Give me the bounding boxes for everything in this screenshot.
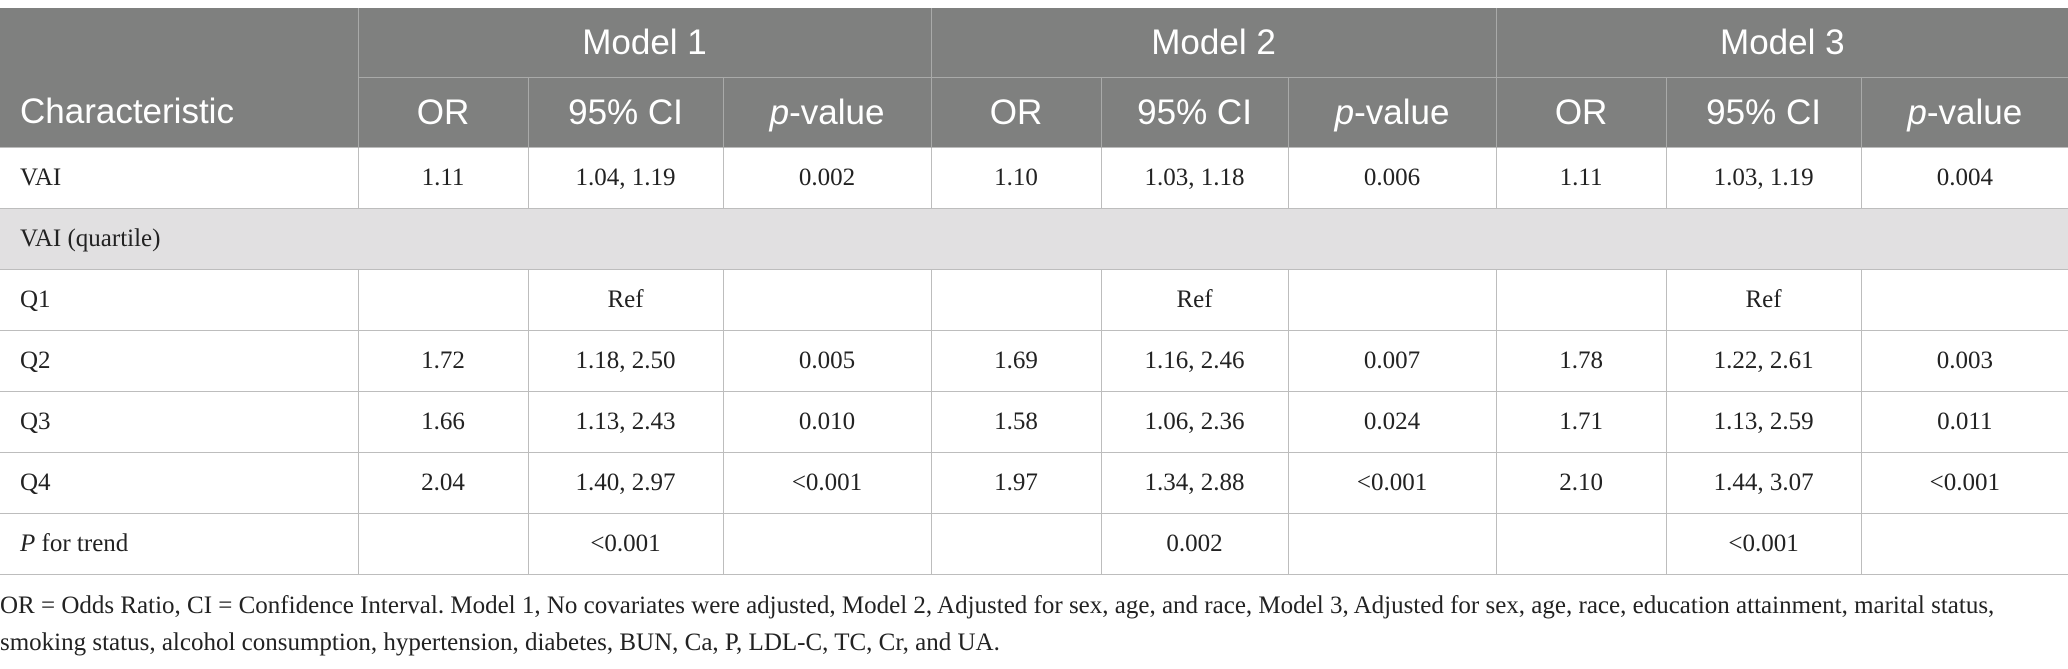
row-label: Q2 bbox=[0, 330, 359, 392]
cell-p bbox=[1860, 269, 2068, 331]
cell-p: <0.001 bbox=[1860, 452, 2068, 514]
odds-ratio-table: Model 1 Model 2 Model 3 Characteristic O… bbox=[0, 8, 2068, 575]
cell-or bbox=[930, 513, 1102, 575]
header-p-value: p-value bbox=[722, 77, 932, 148]
table-row-q4: Q4 2.04 1.40, 2.97 <0.001 1.97 1.34, 2.8… bbox=[0, 452, 2068, 514]
row-label: Q3 bbox=[0, 391, 359, 453]
header-ci: 95% CI bbox=[1665, 77, 1862, 148]
cell-trend: <0.001 bbox=[527, 513, 724, 575]
row-label: Q4 bbox=[0, 452, 359, 514]
cell-or: 1.71 bbox=[1495, 391, 1667, 453]
cell-trend: 0.002 bbox=[1100, 513, 1289, 575]
cell-or: 2.04 bbox=[357, 452, 529, 514]
cell-p bbox=[722, 269, 932, 331]
table-row-q1: Q1 Ref Ref Ref bbox=[0, 269, 2068, 331]
cell-or: 1.72 bbox=[357, 330, 529, 392]
table-row-trend: P for trend <0.001 0.002 <0.001 bbox=[0, 513, 2068, 575]
table-row-vai: VAI 1.11 1.04, 1.19 0.002 1.10 1.03, 1.1… bbox=[0, 147, 2068, 209]
cell-or bbox=[1495, 513, 1667, 575]
cell-p bbox=[1287, 269, 1497, 331]
cell-p: 0.011 bbox=[1860, 391, 2068, 453]
results-table-container: Model 1 Model 2 Model 3 Characteristic O… bbox=[0, 8, 2068, 575]
cell-or bbox=[357, 513, 529, 575]
header-p-value: p-value bbox=[1287, 77, 1497, 148]
cell-ci: 1.03, 1.18 bbox=[1100, 147, 1289, 209]
cell-p: 0.005 bbox=[722, 330, 932, 392]
cell-or: 1.58 bbox=[930, 391, 1102, 453]
header-ci: 95% CI bbox=[527, 77, 723, 148]
cell-ci: 1.13, 2.59 bbox=[1665, 391, 1862, 453]
cell-or bbox=[357, 269, 529, 331]
header-or: OR bbox=[930, 77, 1102, 148]
header-row-columns: Characteristic OR 95% CI p-value OR 95% … bbox=[0, 77, 2068, 148]
cell-or bbox=[930, 269, 1102, 331]
cell-ci: 1.13, 2.43 bbox=[527, 391, 724, 453]
cell-p: <0.001 bbox=[1287, 452, 1497, 514]
cell-ref: Ref bbox=[527, 269, 724, 331]
cell-p: 0.007 bbox=[1287, 330, 1497, 392]
cell-ref: Ref bbox=[1665, 269, 1862, 331]
cell-trend: <0.001 bbox=[1665, 513, 1862, 575]
cell-p: <0.001 bbox=[722, 452, 932, 514]
row-label: P for trend bbox=[0, 513, 359, 575]
cell-or: 1.10 bbox=[930, 147, 1102, 209]
cell-or: 1.78 bbox=[1495, 330, 1667, 392]
cell-or: 1.97 bbox=[930, 452, 1102, 514]
table-row-q3: Q3 1.66 1.13, 2.43 0.010 1.58 1.06, 2.36… bbox=[0, 391, 2068, 453]
header-row-models: Model 1 Model 2 Model 3 bbox=[0, 8, 2068, 78]
section-row-quartile: VAI (quartile) bbox=[0, 208, 2068, 270]
cell-p bbox=[722, 513, 932, 575]
cell-ci: 1.16, 2.46 bbox=[1100, 330, 1289, 392]
header-ci: 95% CI bbox=[1100, 77, 1289, 148]
cell-ref: Ref bbox=[1100, 269, 1289, 331]
cell-or: 1.69 bbox=[930, 330, 1102, 392]
row-label: VAI bbox=[0, 147, 359, 209]
cell-p: 0.003 bbox=[1860, 330, 2068, 392]
header-or: OR bbox=[357, 77, 528, 148]
cell-p: 0.024 bbox=[1287, 391, 1497, 453]
cell-p: 0.004 bbox=[1860, 147, 2068, 209]
row-label: Q1 bbox=[0, 269, 359, 331]
cell-or bbox=[1495, 269, 1667, 331]
table-footnote: OR = Odds Ratio, CI = Confidence Interva… bbox=[0, 592, 1995, 656]
cell-or: 2.10 bbox=[1495, 452, 1667, 514]
header-p-value: p-value bbox=[1860, 77, 2068, 148]
cell-or: 1.11 bbox=[357, 147, 529, 209]
cell-ci: 1.18, 2.50 bbox=[527, 330, 724, 392]
cell-ci: 1.22, 2.61 bbox=[1665, 330, 1862, 392]
cell-ci: 1.44, 3.07 bbox=[1665, 452, 1862, 514]
header-model-3: Model 3 bbox=[1495, 8, 2068, 78]
cell-or: 1.11 bbox=[1495, 147, 1667, 209]
cell-ci: 1.03, 1.19 bbox=[1665, 147, 1862, 209]
cell-ci: 1.04, 1.19 bbox=[527, 147, 724, 209]
cell-ci: 1.34, 2.88 bbox=[1100, 452, 1289, 514]
header-or: OR bbox=[1495, 77, 1667, 148]
section-label: VAI (quartile) bbox=[0, 208, 2068, 270]
table-row-q2: Q2 1.72 1.18, 2.50 0.005 1.69 1.16, 2.46… bbox=[0, 330, 2068, 392]
cell-p bbox=[1287, 513, 1497, 575]
header-blank bbox=[0, 8, 358, 78]
cell-ci: 1.06, 2.36 bbox=[1100, 391, 1289, 453]
cell-p bbox=[1860, 513, 2068, 575]
cell-ci: 1.40, 2.97 bbox=[527, 452, 724, 514]
cell-p: 0.002 bbox=[722, 147, 932, 209]
cell-p: 0.010 bbox=[722, 391, 932, 453]
cell-or: 1.66 bbox=[357, 391, 529, 453]
header-characteristic: Characteristic bbox=[0, 77, 358, 148]
header-model-1: Model 1 bbox=[357, 8, 932, 78]
cell-p: 0.006 bbox=[1287, 147, 1497, 209]
header-model-2: Model 2 bbox=[930, 8, 1497, 78]
